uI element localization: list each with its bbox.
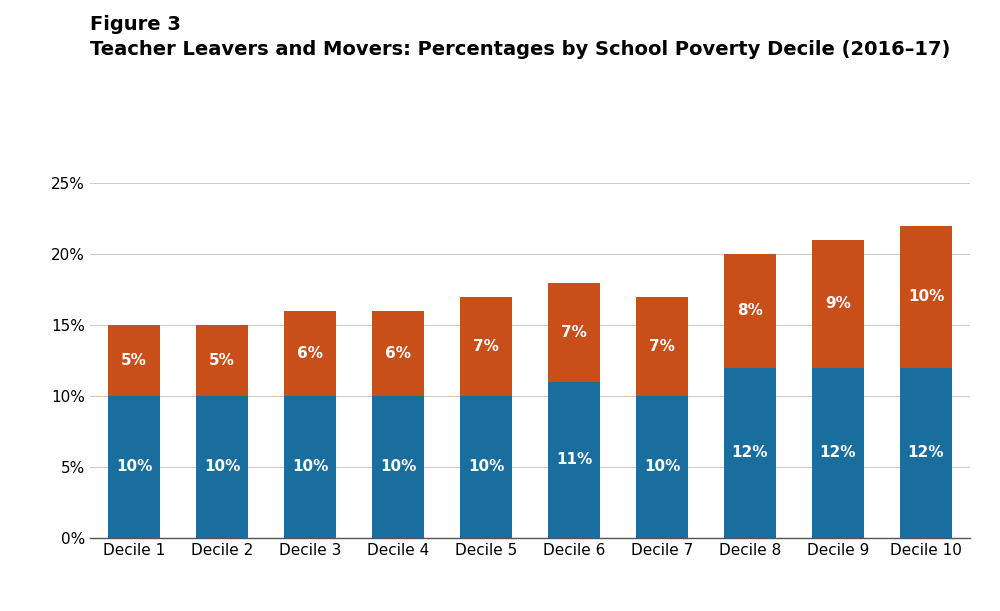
Text: 10%: 10% <box>380 459 416 474</box>
Bar <box>636 297 688 396</box>
Text: Figure 3: Figure 3 <box>90 15 181 34</box>
Text: 6%: 6% <box>385 346 411 361</box>
Bar <box>724 254 776 368</box>
Bar <box>196 325 248 396</box>
Text: 5%: 5% <box>121 353 147 368</box>
Bar <box>108 396 160 538</box>
Bar <box>284 396 336 538</box>
Bar <box>724 368 776 538</box>
Bar <box>284 311 336 396</box>
Bar <box>548 282 600 382</box>
Bar <box>548 382 600 538</box>
Text: 12%: 12% <box>820 445 856 460</box>
Text: 10%: 10% <box>908 289 944 304</box>
Text: 11%: 11% <box>556 452 592 467</box>
Text: 10%: 10% <box>468 459 504 474</box>
Text: 6%: 6% <box>297 346 323 361</box>
Bar <box>196 396 248 538</box>
Bar <box>108 325 160 396</box>
Text: 10%: 10% <box>644 459 680 474</box>
Bar <box>900 226 952 368</box>
Text: 10%: 10% <box>292 459 328 474</box>
Text: 12%: 12% <box>908 445 944 460</box>
Text: 10%: 10% <box>116 459 152 474</box>
Text: Teacher Leavers and Movers: Percentages by School Poverty Decile (2016–17): Teacher Leavers and Movers: Percentages … <box>90 40 950 59</box>
Text: 7%: 7% <box>561 324 587 340</box>
Text: 12%: 12% <box>732 445 768 460</box>
Bar <box>372 396 424 538</box>
Bar <box>812 368 864 538</box>
Bar <box>460 297 512 396</box>
Bar <box>900 368 952 538</box>
Text: 8%: 8% <box>737 304 763 318</box>
Bar <box>812 240 864 368</box>
Text: 9%: 9% <box>825 296 851 311</box>
Bar <box>460 396 512 538</box>
Text: 5%: 5% <box>209 353 235 368</box>
Bar <box>372 311 424 396</box>
Bar <box>636 396 688 538</box>
Text: 7%: 7% <box>649 339 675 354</box>
Text: 7%: 7% <box>473 339 499 354</box>
Text: 10%: 10% <box>204 459 240 474</box>
